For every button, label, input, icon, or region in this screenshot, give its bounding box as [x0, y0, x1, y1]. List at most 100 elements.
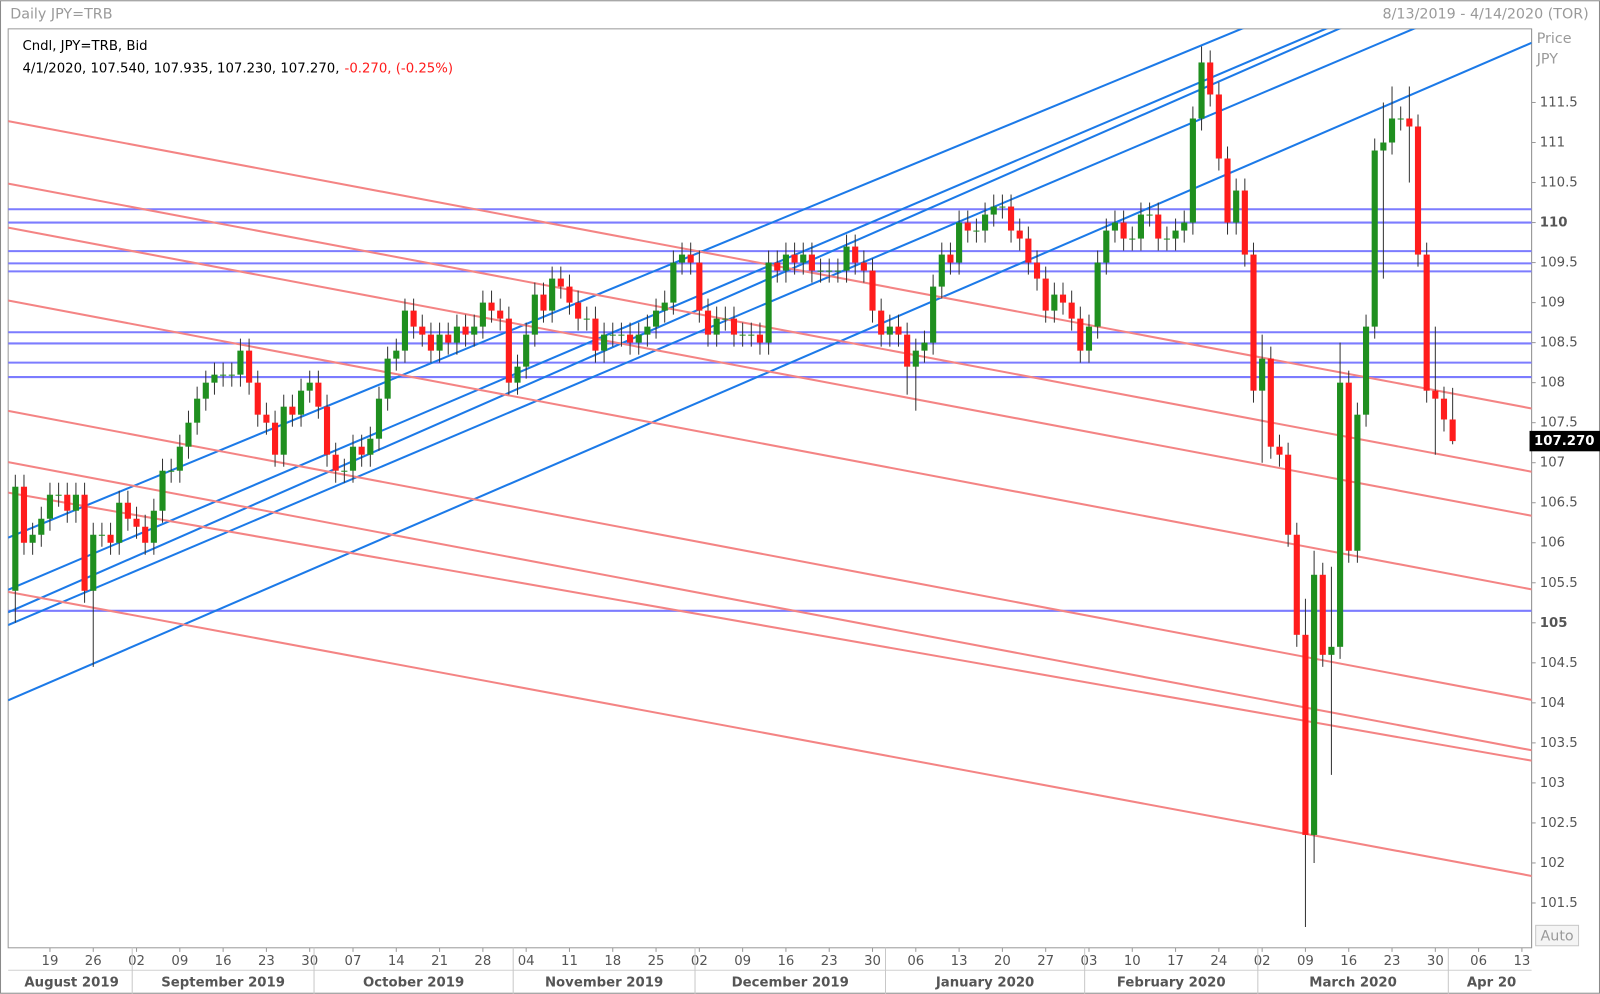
candle-body	[228, 374, 235, 376]
candle-body	[1337, 382, 1344, 647]
candle-body	[254, 382, 261, 415]
candle-body	[1267, 358, 1274, 447]
candle-body	[1311, 574, 1318, 835]
candle-body	[1224, 158, 1231, 223]
candle-body	[1259, 358, 1266, 391]
candle-body	[592, 318, 599, 351]
candle-body	[930, 286, 937, 343]
candle-body	[722, 318, 729, 320]
candle-body	[1103, 230, 1110, 263]
x-tick-label: 23	[258, 954, 275, 969]
x-tick-label: 28	[474, 954, 491, 969]
y-axis-label: Price	[1537, 31, 1572, 47]
candle-body	[358, 446, 365, 455]
x-tick-label: 25	[648, 954, 665, 969]
y-tick-label: 103.5	[1540, 736, 1578, 751]
y-tick-label: 104	[1540, 696, 1565, 711]
candle-body	[479, 302, 486, 327]
x-tick-label: 03	[1081, 954, 1098, 969]
x-tick-label: 06	[907, 954, 924, 969]
y-tick-label: 106	[1540, 536, 1565, 551]
x-tick-label: 09	[1297, 954, 1314, 969]
candle-body	[375, 398, 383, 439]
candle-body	[1155, 214, 1162, 239]
candle-body	[1414, 126, 1422, 255]
month-label: March 2020	[1309, 976, 1397, 991]
trendline	[8, 409, 1532, 701]
candle-body	[176, 446, 183, 471]
y-tick-label: 103	[1540, 776, 1565, 791]
candle-body	[618, 334, 625, 336]
candle-body	[384, 358, 391, 399]
auto-button[interactable]	[1535, 924, 1580, 947]
candle-body	[575, 302, 582, 319]
candle-body	[272, 422, 279, 455]
candle-body	[652, 310, 660, 327]
candles	[12, 46, 1456, 927]
candle-body	[895, 326, 902, 335]
x-tick-label: 11	[561, 954, 578, 969]
candle-body	[280, 406, 287, 455]
candle-body	[826, 270, 833, 272]
x-tick-label: 30	[1427, 954, 1444, 969]
auto-button-label[interactable]: Auto	[1541, 929, 1574, 945]
candle-body	[627, 334, 634, 343]
candle-body	[38, 518, 45, 535]
y-tick-label: 106.5	[1540, 496, 1578, 511]
candle-body	[765, 262, 772, 343]
x-tick-label: 30	[301, 954, 318, 969]
candle-body	[990, 206, 997, 215]
candle-body	[601, 334, 608, 351]
x-tick-label: 19	[42, 954, 59, 969]
month-label: September 2019	[161, 976, 285, 991]
y-tick-label: 102	[1540, 856, 1565, 871]
candle-body	[237, 350, 244, 375]
candle-body	[1423, 254, 1430, 391]
x-tick-label: 30	[864, 954, 881, 969]
candle-body	[956, 222, 963, 263]
x-tick-label: 17	[1167, 954, 1184, 969]
y-tick-label: 107	[1540, 456, 1565, 471]
candle-body	[1388, 118, 1396, 143]
candle-body	[1328, 646, 1335, 655]
candle-body	[1345, 382, 1352, 551]
candle-body	[1250, 254, 1257, 391]
candle-body	[1449, 419, 1456, 442]
candle-body	[964, 222, 971, 231]
candle-body	[1371, 150, 1378, 327]
candle-body	[436, 334, 443, 351]
legend-change: -0.270, (-0.25%)	[345, 62, 453, 77]
trendline	[8, 461, 1532, 752]
candle-body	[730, 318, 738, 335]
month-label: October 2019	[363, 976, 464, 991]
x-tick-label: 07	[345, 954, 362, 969]
candle-body	[540, 294, 547, 311]
trendline	[8, 299, 1532, 591]
candle-body	[1172, 230, 1179, 239]
candle-body	[1137, 214, 1144, 239]
candle-body	[904, 334, 911, 367]
candle-body	[670, 262, 677, 303]
candle-body	[531, 294, 538, 335]
candle-body	[81, 494, 88, 591]
candle-body	[297, 390, 305, 415]
candle-body	[46, 494, 54, 519]
candle-body	[90, 534, 97, 591]
candle-body	[1077, 318, 1084, 351]
candle-body	[921, 342, 928, 351]
candle-body	[445, 334, 452, 343]
x-tick-label: 14	[388, 954, 405, 969]
y-tick-label: 110.5	[1540, 176, 1578, 191]
candle-body	[791, 254, 798, 263]
candle-body	[1051, 294, 1058, 311]
y-tick-label: 108.5	[1540, 336, 1578, 351]
candle-body	[332, 454, 339, 471]
candle-body	[393, 350, 400, 359]
candle-body	[583, 318, 590, 320]
trendline	[8, 226, 1532, 517]
candle-body	[1397, 118, 1404, 120]
y-tick-label: 105.5	[1540, 576, 1578, 591]
candle-body	[557, 278, 564, 287]
candle-body	[246, 350, 253, 383]
candle-body	[1120, 222, 1127, 239]
